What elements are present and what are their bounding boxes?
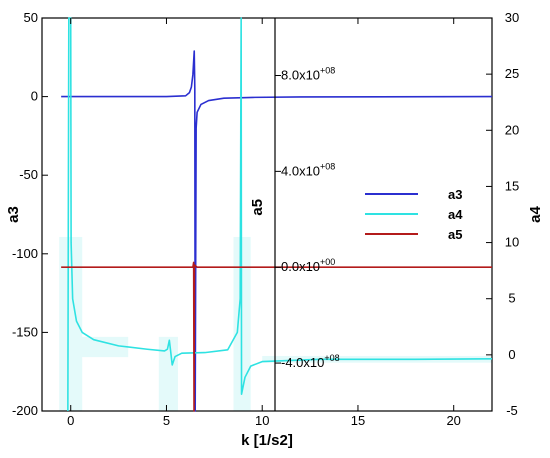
a4-tick-label: 25 <box>505 66 519 81</box>
series-line-a4 <box>67 17 493 412</box>
x-tick-label: 20 <box>446 413 460 428</box>
series-line-a3 <box>61 50 493 412</box>
plot-border <box>41 17 493 412</box>
x-tick-label: 10 <box>255 413 269 428</box>
a4-tick-label: -5 <box>506 403 518 418</box>
a3-tick-label: 50 <box>24 10 38 25</box>
a5-tick-label: -4.0x10+08 <box>281 353 340 370</box>
legend-label-a3: a3 <box>448 187 462 202</box>
a3-tick-label: -150 <box>12 324 38 339</box>
x-axis-label: k [1/s2] <box>241 432 293 449</box>
a5-axis-label: a5 <box>249 199 266 216</box>
a4-tick-label: 20 <box>505 122 519 137</box>
a5-tick-label: 4.0x10+08 <box>281 161 335 178</box>
a3-tick-label: -100 <box>12 246 38 261</box>
a3-tick-label: -200 <box>12 403 38 418</box>
series-line-a5 <box>61 261 492 412</box>
legend-label-a4: a4 <box>448 207 463 222</box>
glow-band-0 <box>59 236 83 411</box>
axes-layer: 0 5 10 15 20k [1/s2]500-50-100-150-200a33025… <box>5 10 544 449</box>
a3-axis-label: a3 <box>5 206 22 223</box>
a5-tick-label: 8.0x10+08 <box>281 66 335 83</box>
x-tick-label: 0 <box>67 413 74 428</box>
legend: a3 a4 a5 <box>365 187 463 242</box>
series-layer <box>61 17 493 412</box>
a3-tick-label: -50 <box>19 167 38 182</box>
a4-axis-label: a4 <box>527 206 544 223</box>
a4-tick-label: 5 <box>508 291 515 306</box>
a4-tick-label: 10 <box>505 235 519 250</box>
x-tick-label: 15 <box>351 413 365 428</box>
glow-band-1 <box>78 336 129 358</box>
a3-tick-label: 0 <box>31 89 38 104</box>
x-tick-label: 5 <box>163 413 170 428</box>
legend-label-a5: a5 <box>448 227 462 242</box>
a5-tick-label: 0.0x10+00 <box>281 257 335 274</box>
a4-tick-label: 15 <box>505 178 519 193</box>
glow-band-2 <box>158 336 178 411</box>
a4-tick-label: 30 <box>505 10 519 25</box>
plot-frame <box>41 17 493 412</box>
a4-tick-label: 0 <box>508 347 515 362</box>
